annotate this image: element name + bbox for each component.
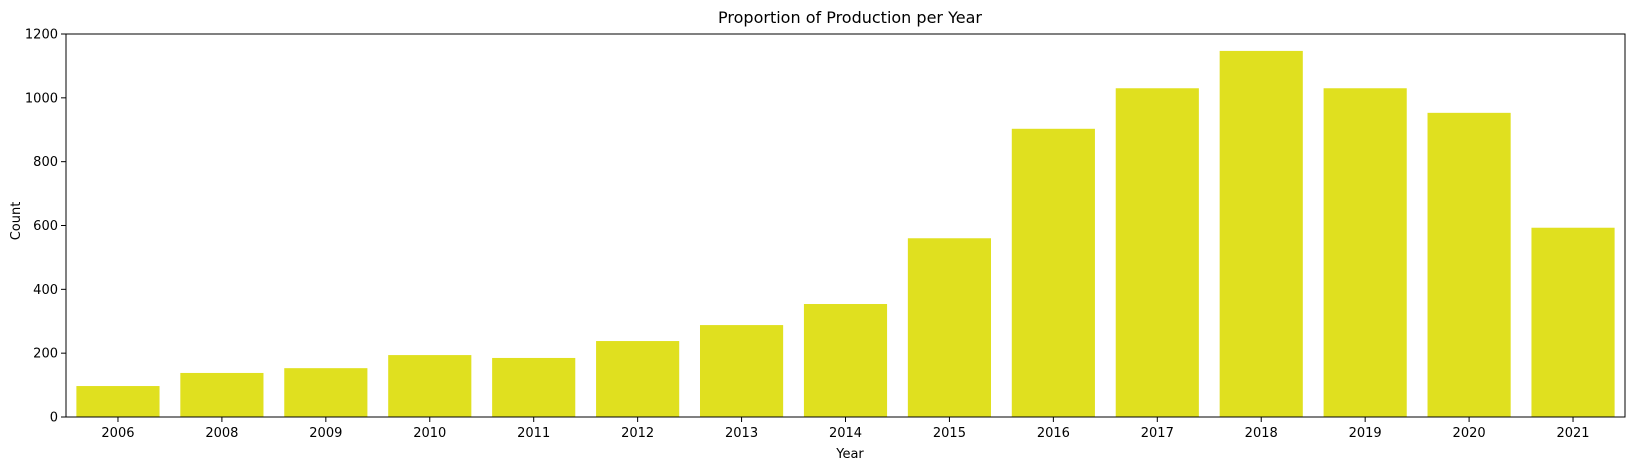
bar-2015 (907, 238, 992, 417)
bar-2010 (388, 355, 472, 417)
x-tick-label-2011: 2011 (517, 426, 550, 441)
y-tick-label-0: 0 (50, 411, 58, 426)
y-tick-label-1000: 1000 (25, 91, 58, 106)
bar-2009 (284, 368, 368, 417)
bar-2013 (699, 325, 784, 417)
bar-2021 (1531, 227, 1615, 417)
x-tick-label-2009: 2009 (309, 426, 342, 441)
plot-frame (65, 33, 1626, 418)
y-axis-title: Count (9, 202, 24, 241)
bar-2008 (180, 372, 264, 417)
x-tick-label-2008: 2008 (205, 426, 238, 441)
x-tick-label-2015: 2015 (933, 426, 966, 441)
bar-2017 (1115, 88, 1199, 417)
bar-2016 (1011, 128, 1095, 418)
x-tick-label-2012: 2012 (621, 426, 654, 441)
bar-2018 (1219, 50, 1303, 417)
x-axis: 2006 2008 2009 2010 2011 2012 2013 2014 2015 2016… (101, 417, 1590, 441)
x-tick-label-2019: 2019 (1349, 426, 1382, 441)
bars-group (76, 50, 1615, 418)
y-tick-label-400: 400 (33, 283, 58, 298)
y-tick-label-800: 800 (33, 155, 58, 170)
bar-2020 (1427, 112, 1511, 417)
y-axis: 0 200 400 600 800 1000 1200 (25, 28, 66, 426)
x-tick-label-2014: 2014 (829, 426, 862, 441)
x-tick-label-2021: 2021 (1556, 426, 1589, 441)
x-tick-label-2017: 2017 (1141, 426, 1174, 441)
bar-2006 (76, 386, 160, 417)
x-tick-label-2016: 2016 (1037, 426, 1070, 441)
bar-2011 (492, 357, 576, 417)
y-tick-label-200: 200 (33, 347, 58, 362)
x-tick-label-2020: 2020 (1453, 426, 1486, 441)
bar-2012 (596, 341, 680, 417)
chart-title: Proportion of Production per Year (718, 8, 982, 27)
x-axis-title: Year (835, 447, 864, 462)
y-tick-label-1200: 1200 (25, 28, 58, 43)
x-tick-label-2013: 2013 (725, 426, 758, 441)
x-tick-label-2010: 2010 (413, 426, 446, 441)
bar-2014 (803, 304, 888, 417)
bar-2019 (1323, 88, 1407, 417)
x-tick-label-2006: 2006 (101, 426, 134, 441)
x-tick-label-2018: 2018 (1245, 426, 1278, 441)
y-tick-label-600: 600 (33, 219, 58, 234)
